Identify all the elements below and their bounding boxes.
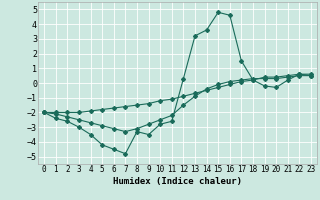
X-axis label: Humidex (Indice chaleur): Humidex (Indice chaleur) [113,177,242,186]
